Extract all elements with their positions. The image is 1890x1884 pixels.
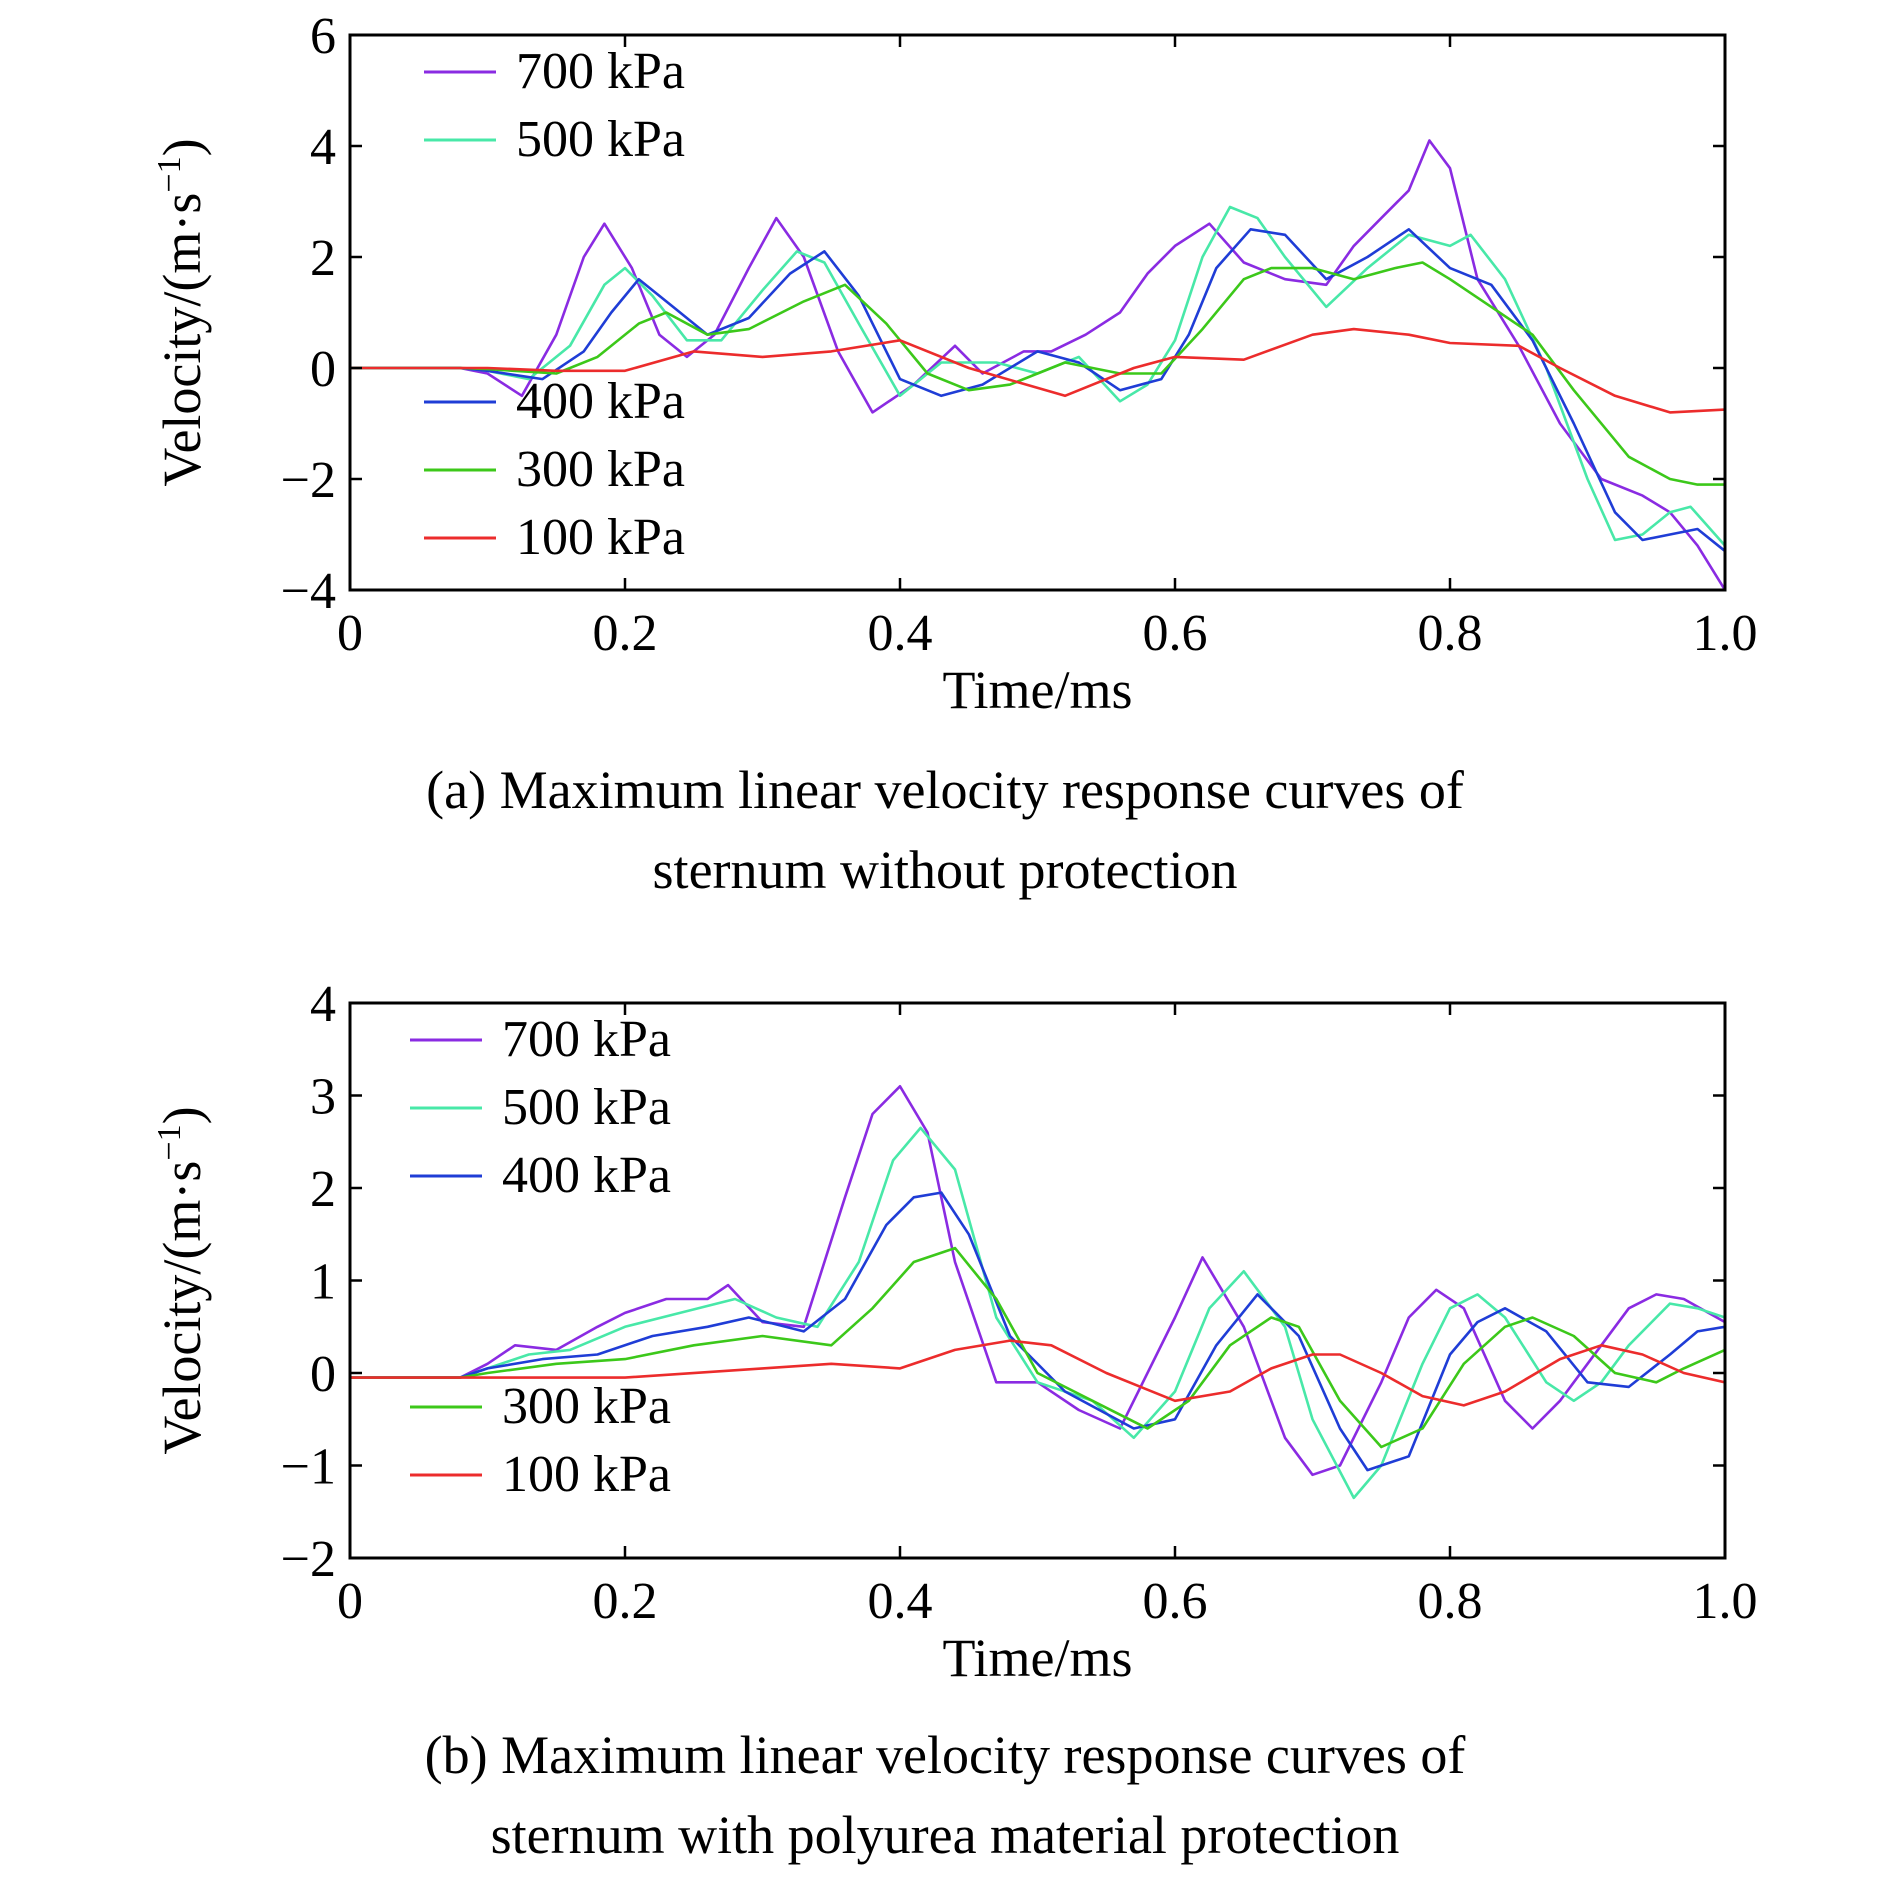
y-tick-label: 3 bbox=[310, 1069, 336, 1126]
y-axis-title-main: Velocity/(m·s bbox=[152, 193, 212, 487]
legend-label: 300 kPa bbox=[502, 1378, 671, 1435]
y-axis-title: Velocity/(m·s−1) bbox=[151, 1106, 212, 1454]
y-tick-label: 0 bbox=[310, 1346, 336, 1403]
legend-label: 400 kPa bbox=[502, 1147, 671, 1204]
y-tick-label: 0 bbox=[310, 341, 336, 398]
series-line-400-kpa bbox=[350, 1191, 1725, 1472]
chart-caption: sternum without protection bbox=[653, 840, 1238, 900]
series-group bbox=[350, 1085, 1725, 1500]
series-line-700-kpa bbox=[350, 1085, 1725, 1477]
x-tick-label: 0.4 bbox=[868, 605, 933, 662]
legend-label: 500 kPa bbox=[516, 111, 685, 168]
y-tick-label: −1 bbox=[281, 1439, 336, 1496]
x-tick-label: 0.8 bbox=[1418, 1573, 1483, 1630]
x-tick-label: 0.6 bbox=[1143, 1573, 1208, 1630]
x-tick-label: 0.4 bbox=[868, 1573, 933, 1630]
legend-label: 300 kPa bbox=[516, 441, 685, 498]
x-tick-label: 0.2 bbox=[593, 1573, 658, 1630]
x-tick-label: 1.0 bbox=[1693, 605, 1758, 662]
series-line-500-kpa bbox=[350, 1126, 1725, 1500]
y-tick-label: 1 bbox=[310, 1254, 336, 1311]
x-tick-label: 1.0 bbox=[1693, 1573, 1758, 1630]
y-tick-label: −2 bbox=[281, 452, 336, 509]
series-group bbox=[350, 139, 1725, 590]
y-axis-title-close: ) bbox=[152, 1106, 212, 1124]
x-tick-label: 0.6 bbox=[1143, 605, 1208, 662]
x-tick-label: 0 bbox=[337, 1573, 363, 1630]
series-line-100-kpa bbox=[350, 327, 1725, 414]
x-tick-label: 0.2 bbox=[593, 605, 658, 662]
x-tick-label: 0.8 bbox=[1418, 605, 1483, 662]
y-tick-label: 6 bbox=[310, 8, 336, 65]
x-tick-label: 0 bbox=[337, 605, 363, 662]
series-line-300-kpa bbox=[350, 1246, 1725, 1449]
series-line-700-kpa bbox=[350, 139, 1725, 590]
plot-frame bbox=[348, 33, 1727, 592]
y-axis-title: Velocity/(m·s−1) bbox=[151, 138, 212, 486]
y-axis-title-close: ) bbox=[152, 138, 212, 156]
y-tick-label: −2 bbox=[281, 1531, 336, 1588]
chart-b: 0 0.2 0.4 0.6 0.8 1.0 −2 −1 0 1 2 3 4 Time/ms Velocity… bbox=[151, 976, 1758, 1865]
chart-caption: (b) Maximum linear velocity response cur… bbox=[425, 1725, 1466, 1785]
y-tick-label: 2 bbox=[310, 230, 336, 287]
legend-label: 100 kPa bbox=[516, 509, 685, 566]
x-axis-title: Time/ms bbox=[942, 1628, 1132, 1688]
chart-caption: (a) Maximum linear velocity response cur… bbox=[426, 760, 1464, 820]
legend-label: 400 kPa bbox=[516, 373, 685, 430]
legend-label: 700 kPa bbox=[516, 43, 685, 100]
series-line-100-kpa bbox=[350, 1339, 1725, 1407]
y-tick-label: 4 bbox=[310, 976, 336, 1033]
chart-caption: sternum with polyurea material protectio… bbox=[491, 1805, 1400, 1865]
y-axis-title-sup: −1 bbox=[151, 156, 188, 192]
legend-label: 500 kPa bbox=[502, 1079, 671, 1136]
legend-label: 100 kPa bbox=[502, 1446, 671, 1503]
chart-a: 0 0.2 0.4 0.6 0.8 1.0 −4 −2 0 2 4 6 Time/ms Velocity/… bbox=[151, 8, 1758, 900]
y-tick-label: 4 bbox=[310, 119, 336, 176]
x-axis-title: Time/ms bbox=[942, 660, 1132, 720]
y-tick-label: −4 bbox=[281, 563, 336, 620]
y-axis-title-sup: −1 bbox=[151, 1124, 188, 1160]
y-tick-label: 2 bbox=[310, 1161, 336, 1218]
y-axis-title-main: Velocity/(m·s bbox=[152, 1161, 212, 1455]
series-line-400-kpa bbox=[350, 228, 1725, 553]
legend-label: 700 kPa bbox=[502, 1011, 671, 1068]
